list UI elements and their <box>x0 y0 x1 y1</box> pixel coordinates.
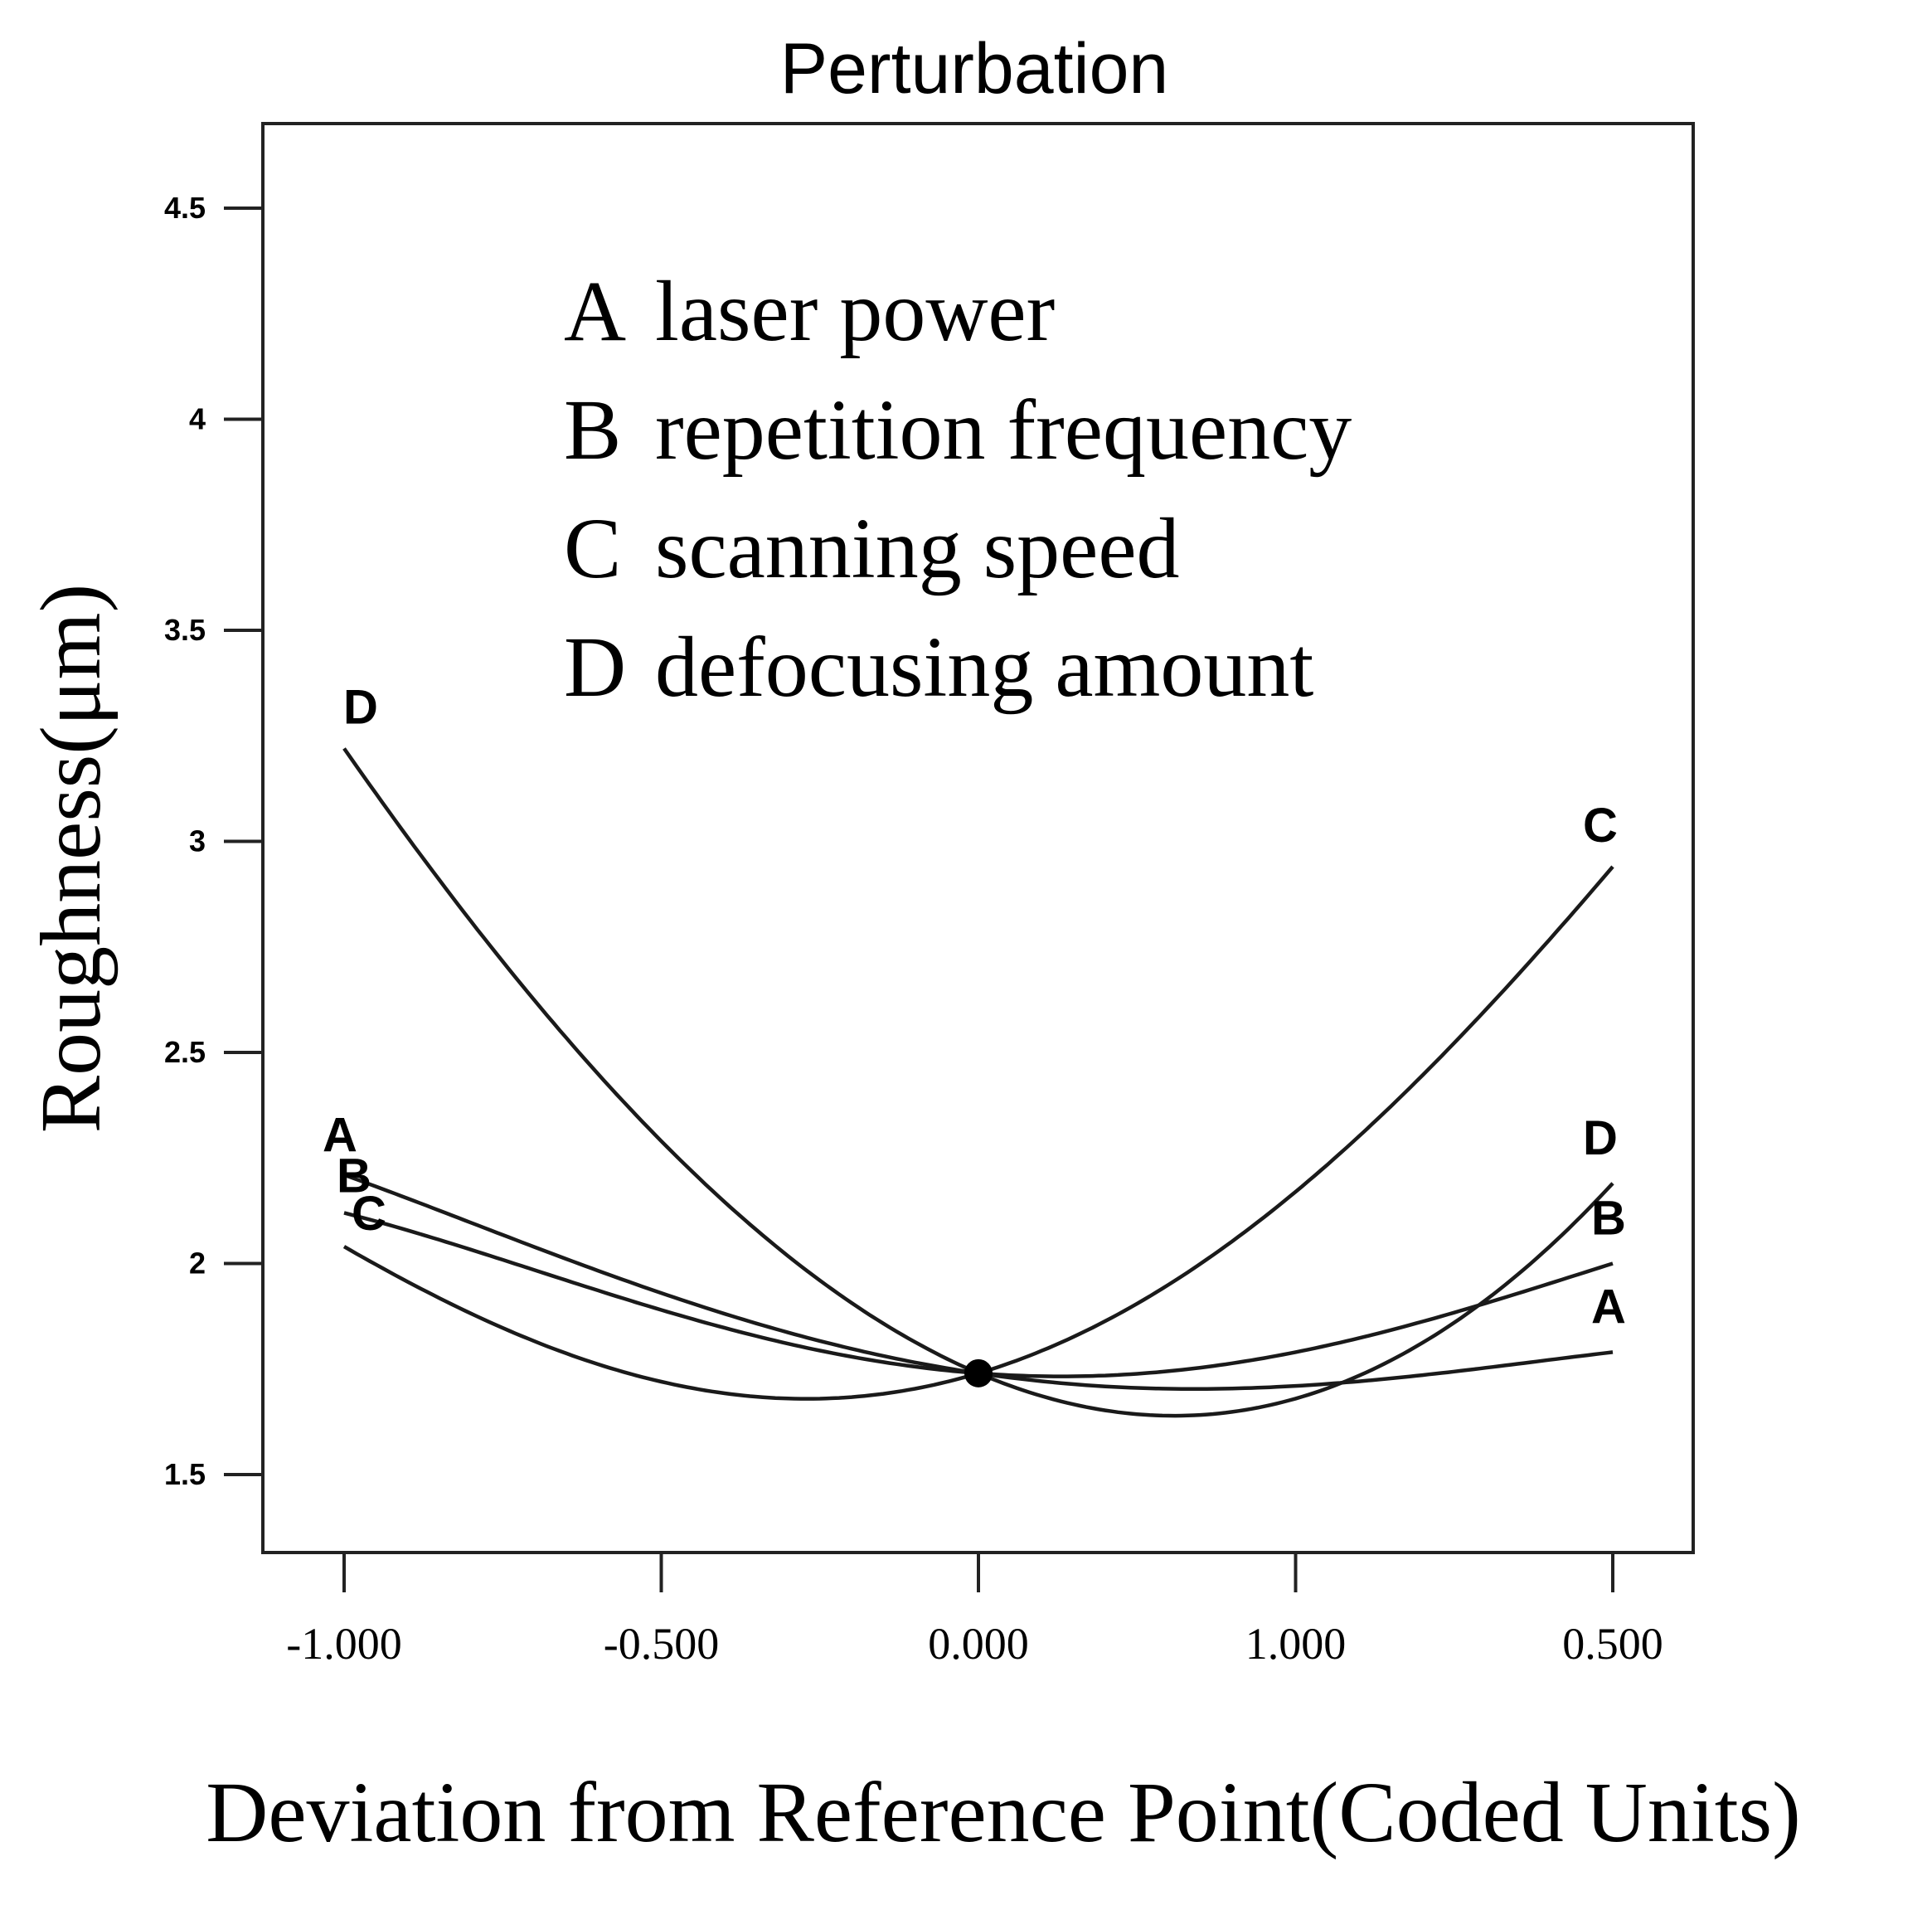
y-tick-label: 3.5 <box>164 613 206 647</box>
chart-title: Perturbation <box>780 29 1169 109</box>
y-tick-label: 1.5 <box>164 1457 206 1491</box>
x-axis: -1.000 -0.500 0.000 1.000 0.500 <box>286 1553 1663 1669</box>
y-tick-label: 2.5 <box>164 1035 206 1069</box>
legend-label: scanning speed <box>655 501 1179 596</box>
x-tick-label: 0.500 <box>1562 1619 1663 1669</box>
series-line-c <box>342 865 1614 1401</box>
y-axis-label: Roughness(μm) <box>23 584 119 1133</box>
y-tick-label: 4 <box>189 402 206 436</box>
legend-key: C <box>564 501 621 596</box>
series-end-label: A <box>1591 1280 1626 1334</box>
reference-point-marker <box>964 1358 993 1387</box>
series-start-label: C <box>352 1187 386 1241</box>
legend-key: A <box>564 264 626 359</box>
series-line-a <box>343 1173 1614 1392</box>
y-axis: 1.5 2 2.5 3 3.5 4 4.5 <box>164 191 263 1491</box>
y-tick-label: 3 <box>189 824 206 858</box>
series-end-label: B <box>1591 1192 1626 1246</box>
series-start-label: A <box>323 1109 357 1163</box>
legend-label: defocusing amount <box>655 620 1313 715</box>
series-start-label: D <box>343 681 378 735</box>
x-tick-label: 1.000 <box>1245 1619 1347 1669</box>
series-end-label: D <box>1583 1111 1618 1165</box>
y-tick-label: 4.5 <box>164 191 206 225</box>
series-line-b <box>343 1211 1614 1378</box>
series-end-label: C <box>1583 799 1618 853</box>
x-tick-label: -0.500 <box>604 1619 719 1669</box>
series-line-d <box>342 747 1614 1418</box>
y-tick-label: 2 <box>189 1247 206 1281</box>
series-start-label: B <box>337 1149 371 1203</box>
x-tick-label: -1.000 <box>286 1619 401 1669</box>
series-lines <box>342 747 1614 1418</box>
legend-key: D <box>564 620 626 715</box>
legend-label: repetition frequency <box>655 382 1352 478</box>
x-axis-label: Deviation from Reference Point(Coded Uni… <box>206 1765 1801 1860</box>
legend-key: B <box>564 382 621 478</box>
x-tick-label: 0.000 <box>928 1619 1029 1669</box>
legend-label: laser power <box>655 264 1055 359</box>
